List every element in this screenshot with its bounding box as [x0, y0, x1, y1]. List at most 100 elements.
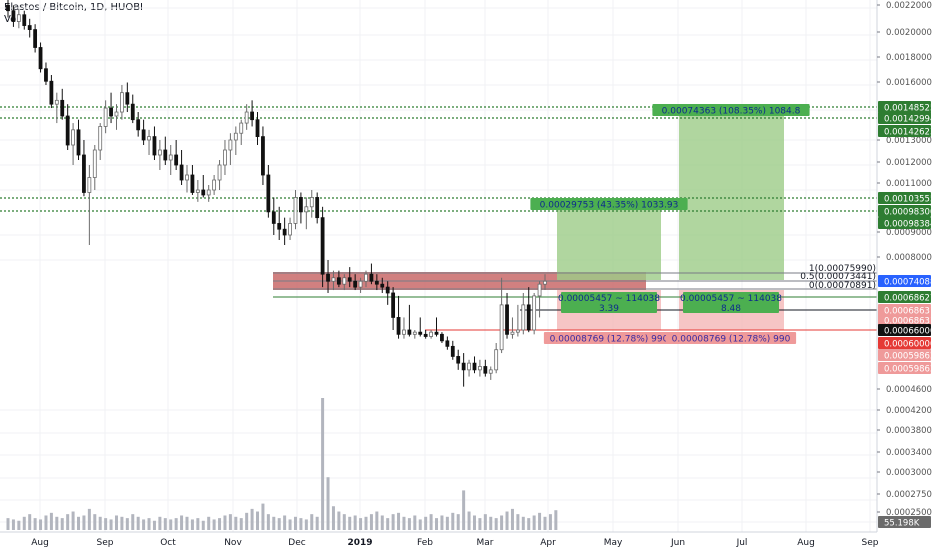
candle-body [478, 366, 482, 371]
candle-body [201, 189, 206, 196]
candle-body [304, 206, 309, 213]
candle-body [423, 333, 428, 337]
volume-bar [33, 518, 37, 530]
volume-bar [331, 506, 335, 530]
volume-bar [472, 515, 476, 530]
volume-bar [190, 519, 194, 530]
rr-label-box [561, 292, 657, 313]
volume-bar [174, 518, 178, 530]
volume-bar [207, 516, 211, 530]
candle-body [499, 304, 504, 351]
volume-bar [521, 516, 525, 530]
candle-body [255, 119, 260, 138]
price-tag [878, 324, 931, 336]
volume-bar [440, 515, 444, 530]
target-zone-1 [557, 208, 661, 280]
candle-body [163, 149, 168, 161]
candle-body [223, 149, 227, 166]
x-tick-label: Oct [160, 538, 176, 548]
volume-bar [212, 519, 216, 530]
volume-bar [158, 516, 162, 530]
price-tag-label: 0.00059862 [884, 365, 932, 375]
price-tag-label: 0.00059862 [884, 352, 932, 362]
candle-body [103, 107, 108, 127]
volume-bar [44, 515, 48, 530]
price-tag [878, 291, 931, 303]
price-tag [878, 101, 931, 113]
volume-bar [554, 510, 558, 530]
volume-bar [66, 514, 70, 530]
volume-bar [250, 508, 254, 530]
candle-body [315, 197, 320, 219]
volume-bar [261, 503, 265, 530]
candle-body [92, 149, 97, 178]
price-tag-label: 0.00142623 [884, 128, 932, 138]
candle-body [299, 197, 303, 213]
volume-bar [424, 516, 428, 530]
volume-bar [49, 512, 53, 530]
candle-body [369, 273, 374, 282]
volume-bar [163, 518, 167, 530]
rr-range-label: 0.00005457 ~ 114038 [680, 294, 782, 304]
fib-label: 0(0.00070891) [809, 281, 876, 291]
volume-bar [131, 514, 135, 530]
candle-body [228, 139, 233, 151]
candle-body [206, 189, 211, 196]
price-tag-label: 0.00098300 [884, 208, 932, 218]
price-tag [878, 275, 931, 287]
candle-body [266, 174, 271, 213]
x-tick-label: Aug [797, 538, 815, 548]
volume-bar [359, 518, 363, 530]
x-tick-label: Mar [477, 538, 494, 548]
volume-bar [445, 516, 449, 530]
candle-body [309, 197, 314, 208]
target-label-box [652, 104, 810, 116]
volume-bar [28, 514, 32, 530]
volume-bar [418, 519, 422, 530]
candle-body [320, 217, 325, 275]
stop-label: 0.00008769 (12.78%) 990 [672, 335, 791, 345]
candle-body [239, 122, 244, 134]
candle-body [114, 111, 119, 117]
volume-bar [272, 516, 276, 530]
x-tick-label: Apr [540, 538, 556, 548]
volume-bar [283, 515, 287, 530]
volume-bar [277, 518, 281, 530]
target-label: 0.00074363 (108.35%) 1084.8 [662, 107, 801, 117]
volume-bar [299, 518, 303, 530]
candle-body [212, 179, 217, 191]
candle-body [109, 107, 113, 117]
candle-body [195, 189, 200, 193]
candle-body [521, 304, 526, 331]
price-tag [878, 314, 931, 326]
rr-label-box [683, 292, 779, 313]
candle-body [136, 119, 141, 131]
volume-bar [402, 516, 406, 530]
volume-bar [467, 511, 471, 530]
volume-bar [375, 511, 379, 530]
candle-body [364, 273, 368, 282]
candle-body [347, 277, 352, 282]
price-tag [878, 337, 931, 349]
volume-bar [532, 515, 536, 530]
candle-body [412, 331, 417, 335]
candle-body [282, 228, 287, 236]
volume-bar [483, 514, 487, 530]
candle-body [537, 283, 542, 297]
candle-body [396, 317, 401, 335]
candle-body [391, 292, 396, 318]
rr-range-label: 0.00005457 ~ 114038 [558, 294, 660, 304]
volume-bar [451, 512, 455, 530]
price-tag-label: 0.00074088 [884, 278, 932, 288]
candle-body [331, 277, 336, 282]
volume-bar [125, 518, 129, 530]
x-tick-label: Aug [31, 538, 49, 548]
candle-body [467, 362, 471, 371]
